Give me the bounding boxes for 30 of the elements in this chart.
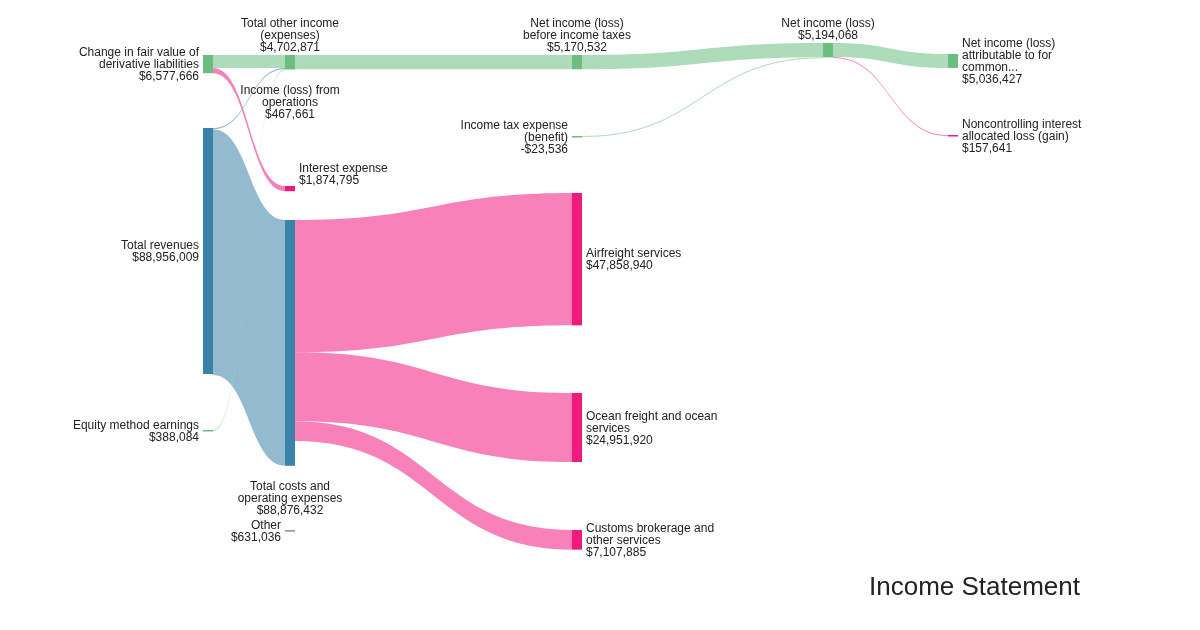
category-label: Total revenues xyxy=(120,238,199,252)
data-label: $6,577,666 xyxy=(138,69,200,84)
category-label: Ocean freight and ocean services xyxy=(586,408,718,435)
data-label: $5,170,532 xyxy=(546,40,608,54)
data-label: $1,874,795 xyxy=(299,173,360,187)
category-label: Net income (loss) attributable to for common... xyxy=(962,35,1056,74)
data-label: $24,951,920 xyxy=(586,432,654,447)
category-label: Change in fair value of derivative liabilities xyxy=(78,45,200,72)
category-label: Net income (loss) xyxy=(781,16,875,30)
data-label: $4,702,871 xyxy=(259,40,321,54)
category-label: Income tax expense (benefit) xyxy=(460,117,569,144)
category-label: Noncontrolling interest allocated loss (gain) xyxy=(962,116,1083,143)
data-label: $157,641 xyxy=(962,140,1013,155)
category-label: Customs brokerage and other services xyxy=(586,520,715,547)
category-label: Interest expense xyxy=(299,161,389,175)
data-label: $5,036,427 xyxy=(962,71,1023,86)
category-label: Total other income (expenses) xyxy=(240,16,340,42)
data-label: $631,036 xyxy=(230,529,282,544)
category-label: Equity method earnings xyxy=(72,417,199,432)
data-label: $88,956,009 xyxy=(132,250,200,264)
category-label: Airfreight services xyxy=(586,246,682,261)
data-label: $47,858,940 xyxy=(586,258,654,273)
data-label: $467,661 xyxy=(264,106,316,121)
data-label: $7,107,885 xyxy=(586,544,647,559)
text: Income Statement xyxy=(869,571,1081,601)
data-label: $5,194,068 xyxy=(797,28,859,42)
category-label: Net income (loss) before income taxes xyxy=(522,16,632,42)
category-label: Income (loss) from operations xyxy=(240,82,340,109)
category-label: Other xyxy=(250,517,281,532)
category-label: Total costs and operating expenses xyxy=(237,478,343,505)
